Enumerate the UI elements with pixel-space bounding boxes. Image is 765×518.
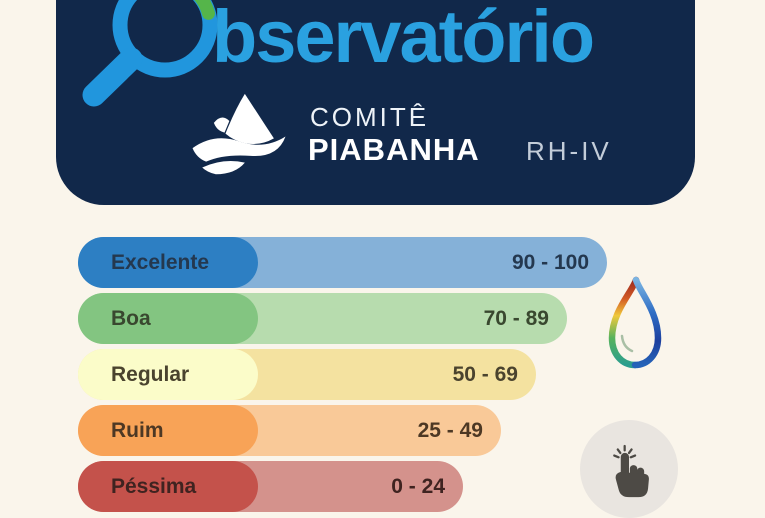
legend-label-pill: Ruim <box>78 405 258 456</box>
region-label: RH-IV <box>526 136 612 166</box>
tap-hand-icon <box>613 444 649 498</box>
legend-range: 0 - 24 <box>391 474 445 498</box>
legend-label-pill: Boa <box>78 293 258 344</box>
legend-range: 50 - 69 <box>452 362 518 386</box>
page-title: bservatório <box>212 0 595 78</box>
legend-range: 25 - 49 <box>417 418 483 442</box>
rainbow-water-drop-icon <box>608 276 662 369</box>
legend-row-ruim: Ruim 25 - 49 <box>78 405 501 456</box>
legend-row-regular: Regular 50 - 69 <box>78 349 536 400</box>
legend-label-pill: Regular <box>78 349 258 400</box>
legend-range: 90 - 100 <box>511 250 589 274</box>
magnifying-glass-icon <box>82 0 218 107</box>
legend-row-boa: Boa 70 - 89 <box>78 293 567 344</box>
org-name-line2: PIABANHA <box>308 132 480 167</box>
legend-label: Péssima <box>111 474 197 498</box>
legend-label: Regular <box>111 362 190 386</box>
legend-row-excelente: Excelente 90 - 100 <box>78 237 607 288</box>
comite-piabanha-logo-icon <box>192 93 286 175</box>
legend-row-pessima: Péssima 0 - 24 <box>78 461 463 512</box>
legend-label: Ruim <box>111 418 164 442</box>
legend-range: 70 - 89 <box>483 306 549 330</box>
header-banner: bservatório COMITÊ PIABANHA RH-IV <box>56 0 695 205</box>
tap-gesture-badge <box>580 420 678 518</box>
quality-index-legend: Excelente 90 - 100 Boa 70 - 89 Regular 5… <box>78 237 607 517</box>
legend-label-pill: Péssima <box>78 461 258 512</box>
legend-label: Boa <box>111 306 151 330</box>
org-name-line1: COMITÊ <box>310 102 430 132</box>
legend-label: Excelente <box>111 250 210 274</box>
legend-label-pill: Excelente <box>78 237 258 288</box>
